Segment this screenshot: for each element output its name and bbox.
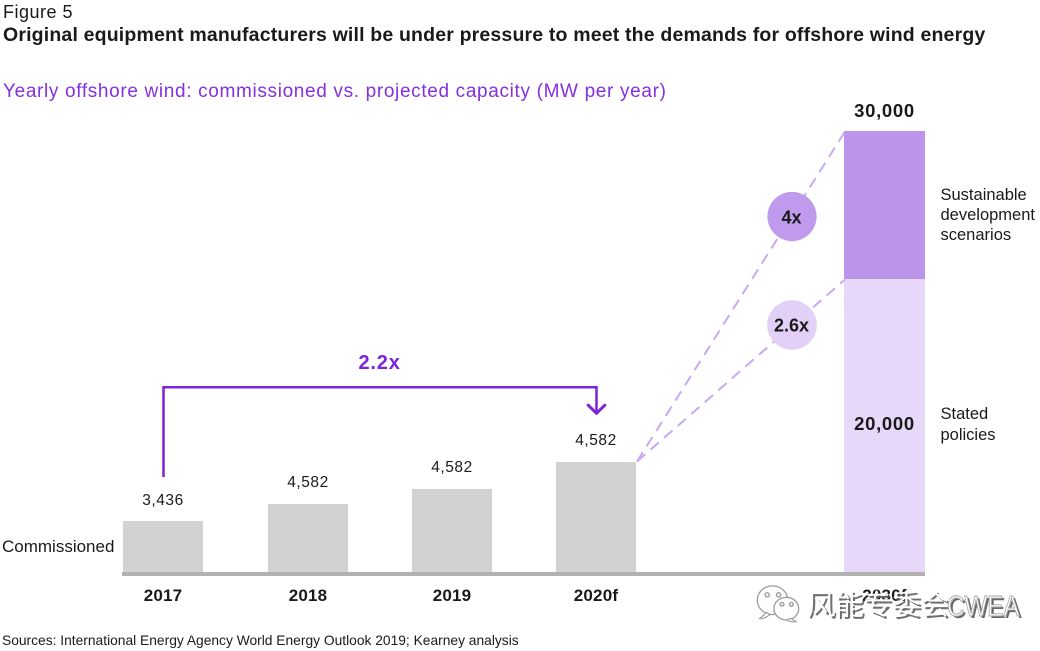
svg-text:2.6x: 2.6x bbox=[774, 316, 809, 336]
svg-text:4x: 4x bbox=[781, 208, 801, 228]
svg-text:CWEA: CWEA bbox=[947, 591, 1020, 623]
svg-text:CWEA: CWEA bbox=[949, 593, 1022, 625]
